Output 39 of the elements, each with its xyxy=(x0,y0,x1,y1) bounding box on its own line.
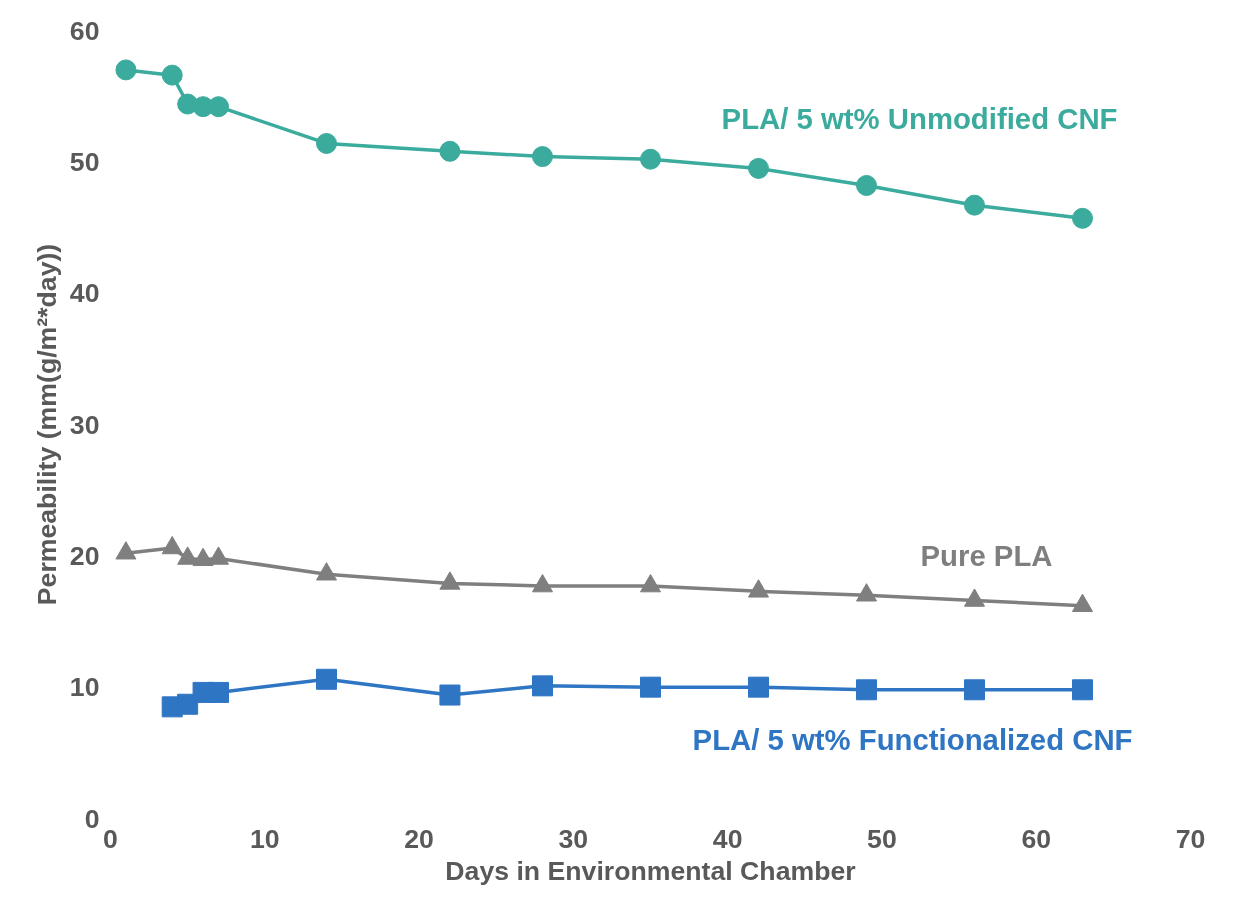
y-tick-label: 50 xyxy=(69,146,100,177)
point xyxy=(964,679,985,701)
point xyxy=(532,146,553,168)
point xyxy=(856,174,877,196)
x-tick-label: 40 xyxy=(712,823,743,854)
point xyxy=(1072,207,1093,229)
point xyxy=(640,676,661,698)
y-tick-label: 0 xyxy=(84,803,100,834)
x-axis-title: Days in Environmental Chamber xyxy=(445,855,856,886)
point xyxy=(439,684,461,706)
point xyxy=(1072,679,1093,701)
point xyxy=(748,676,769,698)
y-tick-label: 40 xyxy=(69,278,100,309)
x-tick-label: 30 xyxy=(558,823,589,854)
x-tick-label: 70 xyxy=(1175,823,1206,854)
x-tick-label: 10 xyxy=(249,823,280,854)
point xyxy=(640,148,661,170)
series-label: PLA/ 5 wt% Functionalized CNF xyxy=(692,723,1133,757)
point xyxy=(532,675,553,697)
y-tick-label: 10 xyxy=(69,672,100,703)
series-label: PLA/ 5 wt% Unmodified CNF xyxy=(721,101,1118,135)
y-tick-label: 60 xyxy=(69,15,100,46)
point xyxy=(748,157,769,179)
point xyxy=(115,59,137,81)
x-tick-label: 60 xyxy=(1021,823,1052,854)
point xyxy=(316,668,337,690)
y-tick-label: 30 xyxy=(69,409,100,440)
x-tick-label: 50 xyxy=(867,823,897,854)
point xyxy=(964,194,985,216)
point xyxy=(856,679,877,701)
series-label: Pure PLA xyxy=(920,539,1053,573)
x-tick-label: 20 xyxy=(404,823,434,854)
y-axis-title: Permeability (mm(g/m²*day)) xyxy=(31,243,62,606)
point xyxy=(439,140,461,162)
y-tick-label: 20 xyxy=(69,540,100,571)
point xyxy=(316,132,337,154)
point xyxy=(208,681,229,703)
point xyxy=(161,64,183,86)
point xyxy=(208,96,229,118)
